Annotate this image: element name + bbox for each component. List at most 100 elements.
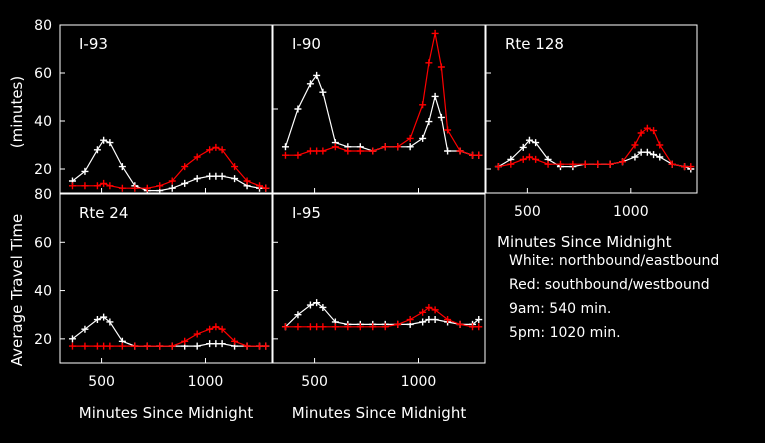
point-i90-northbound xyxy=(437,113,445,121)
point-i93-southbound xyxy=(212,143,220,151)
x-tick-label: 1000 xyxy=(401,374,437,390)
panel-frame-rte24 xyxy=(59,193,273,364)
point-i93-northbound xyxy=(218,172,226,180)
point-i93-southbound xyxy=(168,177,176,185)
point-rte128-northbound xyxy=(650,151,658,159)
point-i93-southbound xyxy=(256,182,264,190)
point-i90-northbound xyxy=(306,80,314,88)
point-rte128-southbound xyxy=(643,124,651,132)
legend-9am: 9am: 540 min. xyxy=(509,301,611,317)
point-i95-southbound xyxy=(406,316,414,324)
point-rte24-northbound xyxy=(81,325,89,333)
point-i93-southbound xyxy=(156,182,164,190)
legend-5pm: 5pm: 1020 min. xyxy=(509,325,621,341)
y-tick-label-bottom: 60 xyxy=(34,235,52,251)
point-rte128-southbound xyxy=(525,153,533,161)
legend-northbound: White: northbound/eastbound xyxy=(509,253,719,269)
point-i93-southbound xyxy=(131,184,139,192)
point-i95-southbound xyxy=(356,323,364,331)
point-rte128-southbound xyxy=(631,141,639,149)
x-axis-label-rte128: Minutes Since Midnight xyxy=(497,233,672,251)
point-i90-southbound xyxy=(431,29,439,37)
x-tick-label: 1000 xyxy=(188,374,224,390)
panel-frame-rte128 xyxy=(485,24,698,194)
point-rte24-northbound xyxy=(193,342,201,350)
point-i90-southbound xyxy=(306,147,314,155)
point-i90-southbound xyxy=(331,143,339,151)
point-i90-southbound xyxy=(475,151,483,159)
point-rte128-southbound xyxy=(519,155,527,163)
y-tick-label-bottom: 80 xyxy=(34,187,52,203)
axis-ticks: 20 40 60 80 20 40 60 80 500 1000 500 1000 500 1000 xyxy=(34,18,648,390)
point-rte24-northbound xyxy=(68,335,76,343)
x-axis-label-right: Minutes Since Midnight xyxy=(292,404,467,422)
point-i95-southbound xyxy=(306,323,314,331)
y-tick-label-bottom: 20 xyxy=(34,332,52,348)
point-rte128-northbound xyxy=(532,139,540,147)
point-i95-southbound xyxy=(469,323,477,331)
x-tick-label: 500 xyxy=(88,374,115,390)
point-rte24-southbound xyxy=(118,342,126,350)
point-rte24-southbound xyxy=(262,342,270,350)
point-i95-southbound xyxy=(294,323,302,331)
point-i93-southbound xyxy=(262,184,270,192)
point-i95-southbound xyxy=(319,323,327,331)
point-i93-southbound xyxy=(243,177,251,185)
y-tick-label-top: 60 xyxy=(34,66,52,82)
point-i93-southbound xyxy=(106,182,114,190)
point-i90-southbound xyxy=(406,134,414,142)
point-rte128-southbound xyxy=(544,160,552,168)
point-rte128-southbound xyxy=(494,163,502,171)
point-i95-southbound xyxy=(281,323,289,331)
point-i90-northbound xyxy=(294,105,302,113)
point-rte128-southbound xyxy=(687,163,695,171)
point-rte128-southbound xyxy=(681,163,689,171)
x-tick-label: 1000 xyxy=(613,204,649,220)
point-rte24-southbound xyxy=(256,342,264,350)
point-i93-northbound xyxy=(231,175,239,183)
y-axis-label-unit: (minutes) xyxy=(8,76,26,148)
point-rte128-southbound xyxy=(650,127,658,135)
point-rte128-northbound xyxy=(643,148,651,156)
point-i93-northbound xyxy=(93,146,101,154)
point-rte128-southbound xyxy=(619,158,627,166)
point-i95-southbound xyxy=(344,323,352,331)
point-rte24-northbound xyxy=(93,316,101,324)
point-i90-southbound xyxy=(437,63,445,71)
point-i95-northbound xyxy=(306,301,314,309)
point-i95-southbound xyxy=(331,323,339,331)
point-i90-southbound xyxy=(394,143,402,151)
point-rte24-southbound xyxy=(193,330,201,338)
point-i93-northbound xyxy=(100,136,108,144)
point-i90-southbound xyxy=(313,147,321,155)
point-rte128-southbound xyxy=(668,160,676,168)
point-i95-southbound xyxy=(475,323,483,331)
x-tick-label: 500 xyxy=(301,374,328,390)
legend-southbound: Red: southbound/westbound xyxy=(509,277,710,293)
point-i93-southbound xyxy=(218,146,226,154)
y-tick-label-top: 80 xyxy=(34,18,52,34)
point-i95-southbound xyxy=(381,323,389,331)
y-tick-label-bottom: 40 xyxy=(34,284,52,300)
y-axis-label-main: Average Travel Time xyxy=(8,214,26,366)
point-i90-southbound xyxy=(444,126,452,134)
point-rte24-northbound xyxy=(106,318,114,326)
point-i90-southbound xyxy=(281,151,289,159)
point-rte128-northbound xyxy=(656,153,664,161)
point-i95-southbound xyxy=(419,308,427,316)
point-i93-northbound xyxy=(118,163,126,171)
point-rte128-southbound xyxy=(581,160,589,168)
point-i93-southbound xyxy=(118,184,126,192)
point-i90-northbound xyxy=(281,143,289,151)
data-marks xyxy=(68,29,695,350)
point-i90-northbound xyxy=(319,88,327,96)
point-i95-southbound xyxy=(444,316,452,324)
x-tick-label: 500 xyxy=(514,204,541,220)
point-i90-southbound xyxy=(344,147,352,155)
point-i90-southbound xyxy=(456,147,464,155)
point-rte24-southbound xyxy=(81,342,89,350)
point-i95-northbound xyxy=(313,299,321,307)
point-rte24-northbound xyxy=(206,340,214,348)
